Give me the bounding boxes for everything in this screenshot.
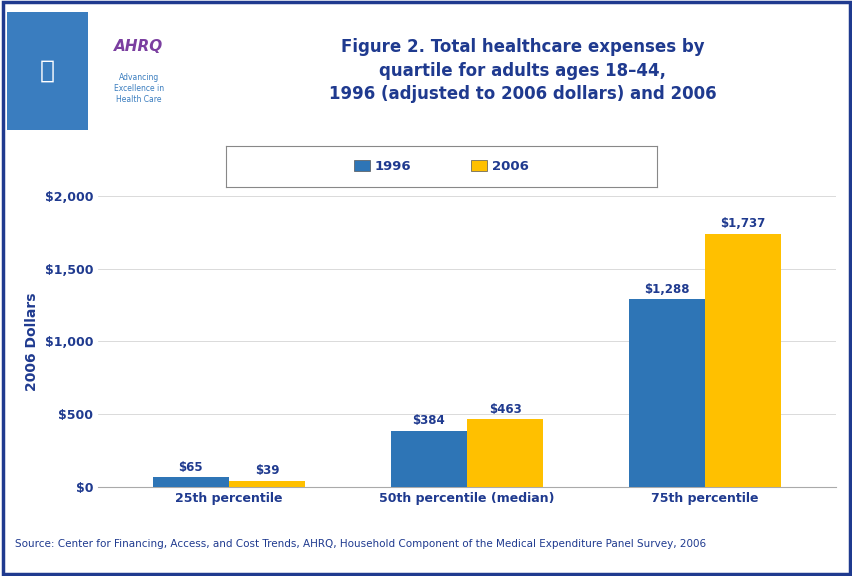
Text: $1,737: $1,737 <box>720 218 765 230</box>
Text: $39: $39 <box>255 464 279 478</box>
Text: $65: $65 <box>178 461 203 473</box>
Text: Figure 2. Total healthcare expenses by
quartile for adults ages 18–44,
1996 (adj: Figure 2. Total healthcare expenses by q… <box>328 38 716 103</box>
Bar <box>467 419 543 487</box>
Text: 🦅: 🦅 <box>40 59 55 82</box>
Bar <box>628 300 705 487</box>
Bar <box>390 431 467 487</box>
Bar <box>228 481 305 487</box>
Y-axis label: 2006 Dollars: 2006 Dollars <box>26 292 39 391</box>
Bar <box>705 234 780 487</box>
Text: Advancing
Excellence in
Health Care: Advancing Excellence in Health Care <box>113 73 164 104</box>
Text: $463: $463 <box>488 403 521 416</box>
Bar <box>7 12 88 130</box>
Legend: 1996, 2006: 1996, 2006 <box>354 160 528 173</box>
Text: Source: Center for Financing, Access, and Cost Trends, AHRQ, Household Component: Source: Center for Financing, Access, an… <box>15 539 705 549</box>
Text: $1,288: $1,288 <box>643 283 689 295</box>
Text: AHRQ: AHRQ <box>114 39 164 55</box>
Bar <box>88 12 190 130</box>
Text: $384: $384 <box>412 414 445 427</box>
Bar <box>153 478 228 487</box>
